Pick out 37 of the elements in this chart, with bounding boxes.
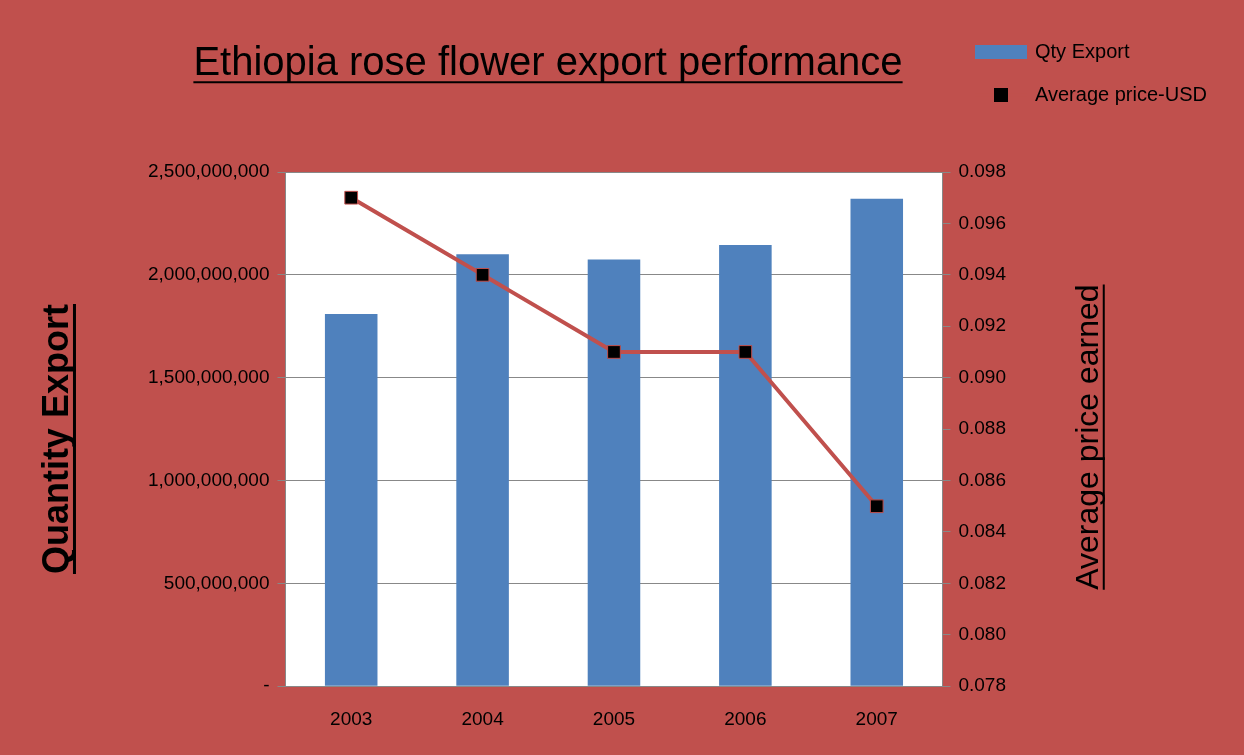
x-tick-label: 2005 [592, 707, 636, 729]
point [738, 345, 753, 359]
x-tick-label: 2004 [461, 707, 505, 729]
bar [587, 259, 641, 686]
y-tick-label: 2,000,000,000 [147, 263, 270, 285]
point [344, 190, 359, 205]
y-axis-title: Quantity Export [35, 304, 76, 575]
y2-tick-label: 0.086 [958, 468, 1006, 490]
point [475, 267, 490, 282]
y-tick-label: 1,000,000,000 [147, 468, 270, 490]
y-tick-label: 1,500,000,000 [147, 365, 270, 387]
y2-tick-label: 0.078 [958, 674, 1006, 696]
point [607, 345, 621, 359]
legend-label: Average price-USD [1035, 82, 1207, 105]
chart-title: Ethiopia rose flower export performance [193, 39, 903, 83]
y2-tick-label: 0.082 [958, 571, 1006, 593]
bar [850, 198, 904, 686]
bar [719, 245, 772, 686]
y2-tick-label: 0.080 [958, 623, 1006, 645]
y-tick-label: 500,000,000 [163, 571, 270, 593]
x-tick-label: 2006 [724, 707, 767, 729]
y2-tick-label: 0.090 [958, 365, 1006, 387]
y2-tick-label: 0.094 [958, 263, 1007, 285]
y2-axis-title: Average price earned [1069, 284, 1105, 590]
y2-tick-label: 0.092 [958, 314, 1006, 336]
bar [456, 254, 509, 686]
bar [324, 313, 378, 686]
y2-tick-label: 0.084 [958, 520, 1007, 542]
y-tick-label: - [263, 674, 270, 696]
y2-tick-label: 0.088 [958, 417, 1006, 439]
y2-tick-label: 0.096 [958, 211, 1006, 233]
legend-label: Qty Export [1035, 39, 1130, 62]
y-tick-label: 2,500,000,000 [147, 160, 270, 182]
x-tick-label: 2007 [855, 707, 898, 729]
x-tick-label: 2003 [330, 707, 373, 729]
y2-tick-label: 0.098 [958, 160, 1006, 182]
point [869, 499, 884, 514]
